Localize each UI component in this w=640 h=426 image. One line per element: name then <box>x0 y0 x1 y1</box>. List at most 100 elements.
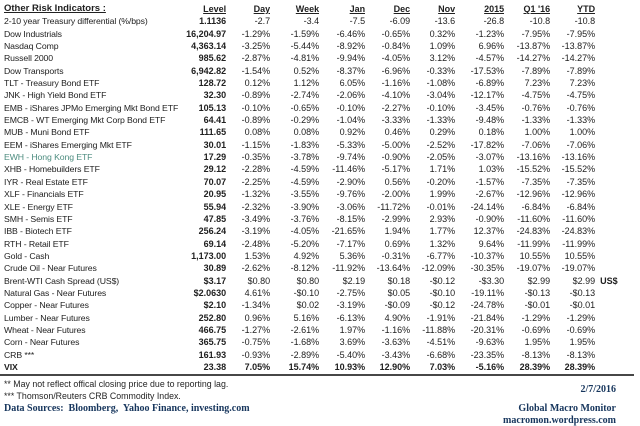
risk-indicators-table: Other Risk Indicators : Level Day Week Jan De… <box>4 3 631 373</box>
row-label: IBB - Biotech ETF <box>4 226 72 237</box>
row-note <box>595 89 631 101</box>
change-value: -$0.01 <box>569 300 596 311</box>
bottom-rule <box>0 374 634 377</box>
change-value: -2.87% <box>241 53 271 64</box>
row-label: Dow Transports <box>4 65 64 76</box>
change-value: -0.90% <box>381 152 411 163</box>
change-value: -0.65% <box>381 28 411 39</box>
row-label: EWH - Hong Kong ETF <box>4 152 93 163</box>
table-row: MUB - Muni Bond ETF 111.65 0.08% 0.08% 0.92%… <box>4 126 631 138</box>
change-value: -12.96% <box>561 189 596 200</box>
change-value: -2.27% <box>381 102 411 113</box>
change-value: -0.01% <box>426 201 456 212</box>
change-value: -$0.10 <box>293 287 320 298</box>
change-value: 12.37% <box>473 226 505 237</box>
change-value: 4.90% <box>384 312 411 323</box>
row-note <box>595 225 631 237</box>
change-value: -9.76% <box>336 189 366 200</box>
change-value: 1.97% <box>339 324 366 335</box>
change-value: -2.00% <box>381 189 411 200</box>
row-label: XLE - Energy ETF <box>4 201 73 212</box>
change-value: -5.16% <box>475 361 505 372</box>
change-value: $2.99 <box>527 275 551 286</box>
table-row: RTH - Retail ETF 69.14 -2.48% -5.20% -7.17% 0… <box>4 238 631 250</box>
change-value: 1.00% <box>524 127 551 138</box>
change-value: $0.80 <box>247 275 271 286</box>
change-value: -23.35% <box>470 349 505 360</box>
table-row: Russell 2000 985.62 -2.87% -4.81% -9.94% -4.0… <box>4 52 631 64</box>
change-value: -0.29% <box>290 115 320 126</box>
change-value: -0.69% <box>566 324 596 335</box>
change-value: -2.75% <box>336 287 366 298</box>
row-note <box>595 213 631 225</box>
change-value: 1.12% <box>293 78 320 89</box>
change-value: 28.39% <box>519 361 551 372</box>
change-value: -1.16% <box>381 78 411 89</box>
row-note <box>595 15 631 27</box>
change-value: -4.51% <box>426 337 456 348</box>
row-note <box>595 139 631 151</box>
table-row: VIX 23.38 7.05% 15.74% 10.93% 12.90% 7.03% -5.1… <box>4 361 631 373</box>
change-value: -7.35% <box>566 176 596 187</box>
change-value: 1.95% <box>524 337 551 348</box>
change-value: -24.83% <box>516 226 551 237</box>
change-value: 3.69% <box>339 337 366 348</box>
table-title: Other Risk Indicators : <box>4 3 106 14</box>
change-value: -19.07% <box>561 263 596 274</box>
change-value: -3.4 <box>303 16 320 27</box>
change-value: -4.59% <box>290 176 320 187</box>
change-value: -1.68% <box>290 337 320 348</box>
column-header: Nov <box>438 4 456 14</box>
change-value: -1.32% <box>241 189 271 200</box>
change-value: -7.06% <box>521 139 551 150</box>
level-value: 105.13 <box>198 102 227 113</box>
change-value: 0.69% <box>384 238 411 249</box>
level-value: 256.24 <box>198 226 227 237</box>
change-value: -9.94% <box>336 53 366 64</box>
data-sources-line: Data Sources: Bloomberg, Yahoo Finance, … <box>4 403 250 415</box>
change-value: 6.05% <box>339 78 366 89</box>
change-value: -1.91% <box>426 312 456 323</box>
change-value: 10.93% <box>334 361 366 372</box>
change-value: -1.57% <box>475 176 505 187</box>
change-value: 1.00% <box>569 127 596 138</box>
row-label: EMB - iShares JPMo Emerging Mkt Bond ETF <box>4 102 179 113</box>
change-value: -7.89% <box>566 65 596 76</box>
change-value: -0.69% <box>521 324 551 335</box>
row-label: Corn - Near Futures <box>4 337 80 348</box>
row-note <box>595 336 631 348</box>
column-header: Week <box>295 4 320 14</box>
row-label: CRB *** <box>4 349 35 360</box>
change-value: -11.72% <box>377 201 411 212</box>
footnote-crb-index: *** Thomson/Reuters CRB Commodity Index. <box>4 390 181 401</box>
change-value: -$0.12 <box>429 275 456 286</box>
change-value: -6.84% <box>521 201 551 212</box>
row-note <box>595 238 631 250</box>
header-row: Other Risk Indicators : Level Day Week Jan De… <box>4 3 631 15</box>
row-note <box>595 201 631 213</box>
table-row: XLE - Energy ETF 55.94 -2.32% -3.90% -3.06% -… <box>4 201 631 213</box>
change-value: -1.04% <box>336 115 366 126</box>
change-value: -1.16% <box>381 324 411 335</box>
level-value: 252.80 <box>198 312 227 323</box>
level-value: 70.07 <box>203 176 227 187</box>
table-row: IBB - Biotech ETF 256.24 -3.19% -4.05% -21.6… <box>4 225 631 237</box>
change-value: -1.27% <box>241 324 271 335</box>
level-value: 17.29 <box>203 152 227 163</box>
row-note <box>595 188 631 200</box>
change-value: -20.31% <box>470 324 505 335</box>
change-value: -2.25% <box>241 176 271 187</box>
change-value: -1.29% <box>241 28 271 39</box>
change-value: 10.55% <box>519 250 551 261</box>
change-value: -4.81% <box>290 53 320 64</box>
change-value: -11.60% <box>517 213 551 224</box>
change-value: -3.49% <box>241 213 271 224</box>
change-value: 1.99% <box>429 189 456 200</box>
row-label: JNK - High Yield Bond ETF <box>4 90 107 101</box>
change-value: $0.80 <box>296 275 320 286</box>
change-value: -5.44% <box>290 41 320 52</box>
row-note <box>595 176 631 188</box>
change-value: -6.96% <box>381 65 411 76</box>
change-value: -5.33% <box>336 139 366 150</box>
change-value: -13.16% <box>516 152 551 163</box>
